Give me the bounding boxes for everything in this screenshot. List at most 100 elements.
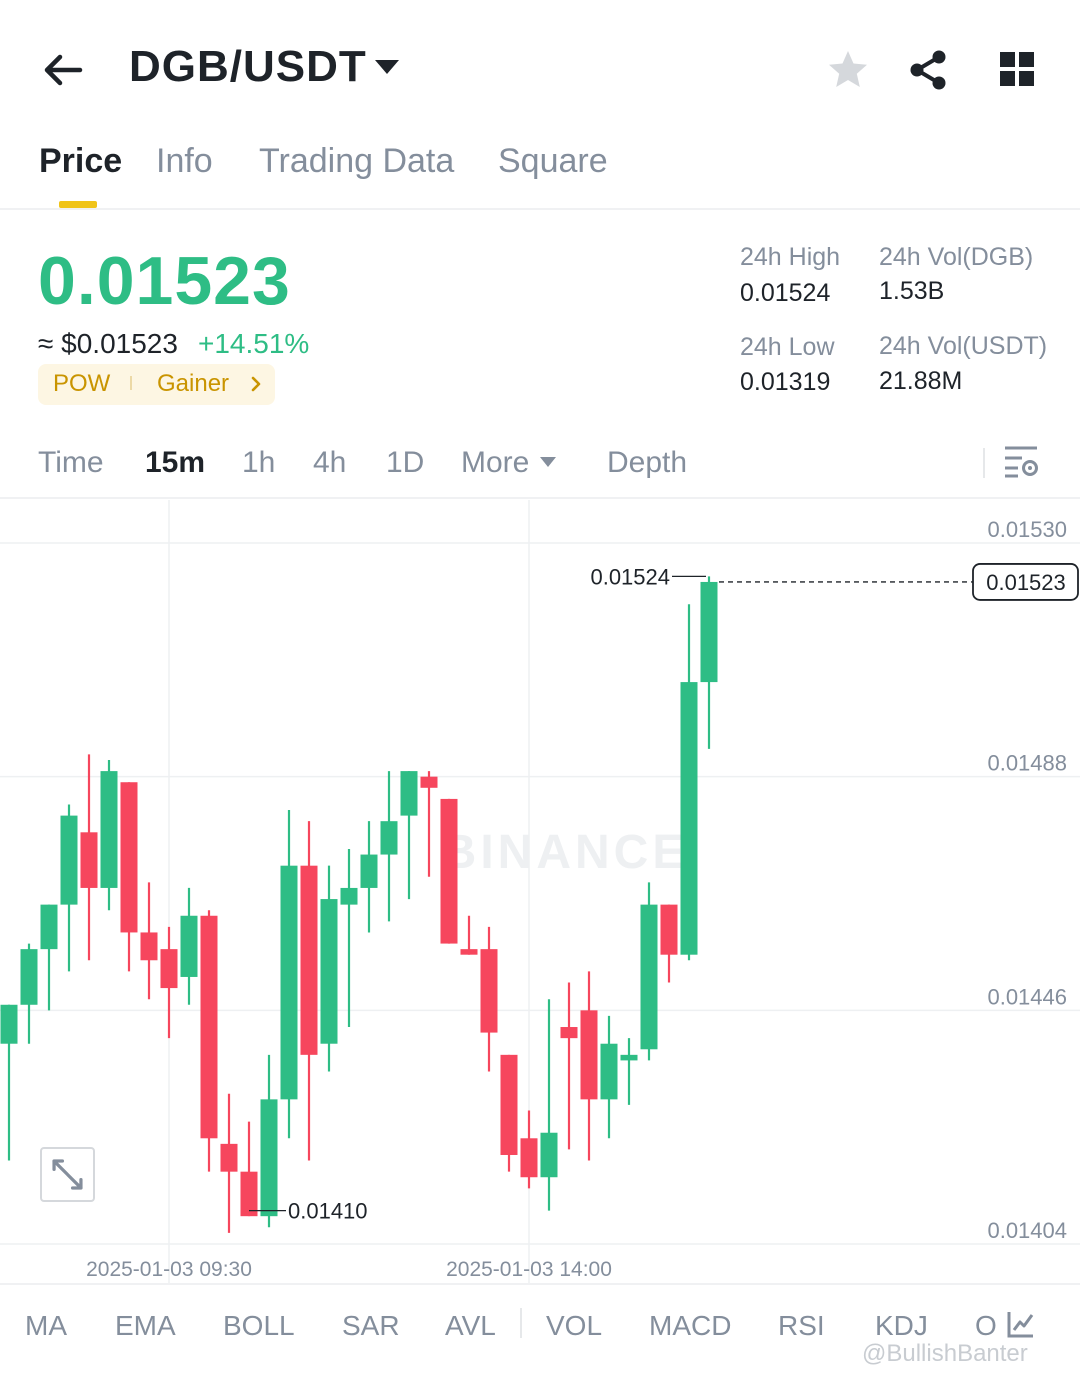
candle-body [520, 1138, 538, 1178]
indicator-more[interactable]: O [975, 1310, 997, 1341]
tf-15m[interactable]: 15m [145, 446, 206, 479]
candle-body [380, 821, 398, 855]
candle [200, 910, 218, 1172]
tag-gainer[interactable]: Gainer [157, 370, 230, 397]
tab-trading-data[interactable]: Trading Data [259, 142, 455, 180]
candle [40, 904, 58, 1011]
candle [380, 771, 398, 922]
grid-icon[interactable] [998, 50, 1036, 88]
stat-vol-base-label: 24h Vol(DGB) [879, 243, 1034, 271]
tf-1h[interactable]: 1h [242, 446, 276, 479]
back-arrow-icon[interactable] [40, 48, 86, 92]
candle-body [540, 1132, 558, 1178]
chart-bottom-divider [0, 1283, 1080, 1285]
candle [580, 971, 598, 1161]
last-price: 0.01523 [38, 243, 291, 319]
candle-body [660, 904, 678, 955]
indicator-sar[interactable]: SAR [342, 1310, 400, 1341]
stat-vol-base-value: 1.53B [879, 277, 945, 305]
indicator-rsi[interactable]: RSI [778, 1310, 825, 1341]
candle [180, 887, 198, 1005]
chart-settings-icon[interactable] [1002, 444, 1040, 480]
candle [340, 848, 358, 1028]
tf-4h[interactable]: 4h [313, 446, 347, 479]
candle-body [260, 1099, 278, 1217]
tab-info[interactable]: Info [156, 142, 213, 180]
candle [400, 771, 418, 900]
candle-body [320, 899, 338, 1044]
y-tick-label: 0.01488 [987, 751, 1067, 776]
timeframe-divider [983, 448, 985, 478]
candle-body [300, 865, 318, 1055]
indicator-divider [520, 1308, 522, 1338]
indicator-macd[interactable]: MACD [649, 1310, 732, 1341]
candle [260, 1054, 278, 1228]
candle [220, 1093, 238, 1233]
candle [20, 943, 38, 1044]
candle-body [240, 1171, 258, 1217]
tf-more[interactable]: More [461, 446, 530, 479]
indicator-boll[interactable]: BOLL [223, 1310, 295, 1341]
candle-body [180, 915, 198, 977]
tag-pill[interactable] [38, 364, 275, 405]
candle [240, 1121, 258, 1217]
candle-body [700, 581, 718, 683]
indicator-settings-icon[interactable] [1006, 1309, 1036, 1339]
candle-body [640, 904, 658, 1050]
candle [420, 771, 438, 877]
x-tick-label: 2025-01-03 14:00 [446, 1258, 612, 1281]
candle-body [220, 1143, 238, 1172]
candle-body [680, 682, 698, 955]
candle-body [340, 887, 358, 905]
candle [560, 982, 578, 1150]
candle-body [200, 915, 218, 1139]
candle-body [280, 865, 298, 1100]
candle-body [580, 1010, 598, 1100]
candle-body [560, 1027, 578, 1039]
tf-depth[interactable]: Depth [607, 446, 688, 479]
tf-time[interactable]: Time [38, 446, 104, 479]
candle [480, 926, 498, 1072]
tf-1d[interactable]: 1D [386, 446, 425, 479]
chevron-right-icon[interactable] [248, 376, 264, 392]
more-caret-icon[interactable] [540, 457, 556, 467]
indicator-vol[interactable]: VOL [546, 1310, 603, 1341]
candle-body [100, 771, 118, 888]
chart-grid [0, 500, 1080, 1285]
share-icon[interactable] [906, 48, 950, 92]
tab-price[interactable]: Price [39, 142, 123, 180]
current-price-box [972, 563, 1079, 601]
chart-top-divider [0, 497, 1080, 499]
caret-down-icon[interactable] [375, 60, 399, 74]
tag-pow[interactable]: POW [53, 370, 111, 397]
indicator-avl[interactable]: AVL [445, 1310, 496, 1341]
expand-icon[interactable] [40, 1147, 95, 1202]
candle [500, 1054, 518, 1172]
candle [80, 754, 98, 961]
tab-square[interactable]: Square [498, 142, 608, 180]
tag-separator [130, 376, 132, 390]
price-markers: 0.01523 0.01524 0.01410 [249, 563, 1079, 1224]
stat-24h-low-value: 0.01319 [740, 368, 831, 396]
y-axis: 0.01530 0.01488 0.01446 0.01404 [987, 517, 1067, 1243]
indicator-ema[interactable]: EMA [115, 1310, 176, 1341]
candle-body [80, 832, 98, 888]
candle-body [600, 1043, 618, 1100]
candlestick-chart[interactable]: BINANCE 0.01530 0.01488 0.01446 0.01404 202… [0, 500, 1080, 1285]
candles [0, 576, 718, 1233]
indicator-ma[interactable]: MA [25, 1310, 67, 1341]
candle [120, 782, 138, 972]
candle [60, 804, 78, 972]
binance-watermark: BINANCE [442, 826, 689, 879]
indicator-kdj[interactable]: KDJ [875, 1310, 928, 1341]
x-tick-label: 2025-01-03 09:30 [86, 1258, 252, 1281]
candle [440, 798, 458, 944]
y-tick-label: 0.01446 [987, 984, 1067, 1009]
star-icon[interactable] [826, 48, 870, 92]
y-tick-label: 0.01530 [987, 517, 1067, 542]
candle [520, 1110, 538, 1189]
x-axis: 2025-01-03 09:30 2025-01-03 14:00 [86, 1258, 612, 1281]
pair-title[interactable]: DGB/USDT [129, 42, 367, 91]
candle-body [40, 904, 58, 950]
candle [360, 821, 378, 933]
